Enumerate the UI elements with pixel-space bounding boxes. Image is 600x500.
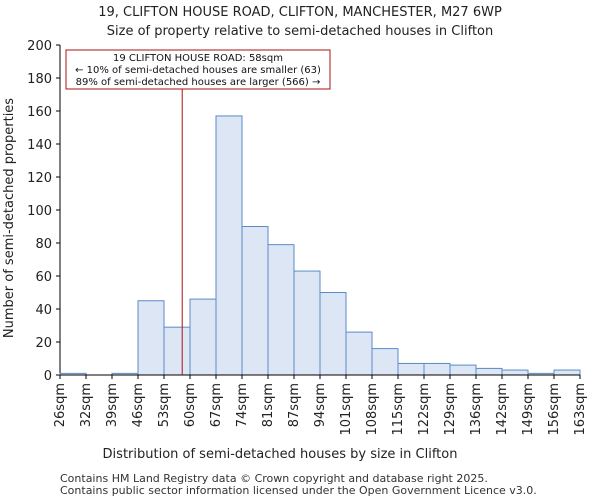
- y-tick-label: 140: [27, 138, 52, 153]
- footer-line-1: Contains HM Land Registry data © Crown c…: [60, 472, 488, 485]
- x-tick-label: 26sqm: [53, 383, 68, 427]
- bar-53sqm: [163, 326, 191, 376]
- y-tick-label: 180: [27, 72, 52, 87]
- x-tick-label: 87sqm: [287, 383, 302, 427]
- x-tick-label: 101sqm: [339, 383, 354, 436]
- bar-74sqm: [241, 226, 269, 376]
- y-tick-label: 120: [27, 171, 52, 186]
- x-tick-label: 81sqm: [261, 383, 276, 427]
- x-tick-label: 156sqm: [547, 383, 562, 436]
- x-tick-label: 74sqm: [235, 383, 250, 427]
- y-tick-label: 0: [44, 369, 52, 384]
- bar-81sqm: [267, 244, 295, 376]
- x-tick-label: 32sqm: [79, 383, 94, 427]
- y-tick-label: 80: [35, 237, 52, 252]
- x-tick-label: 39sqm: [105, 383, 120, 427]
- bar-115sqm: [397, 362, 425, 376]
- x-tick-label: 163sqm: [573, 383, 588, 436]
- x-tick-label: 149sqm: [521, 383, 536, 436]
- x-tick-label: 115sqm: [391, 383, 406, 436]
- bar-156sqm: [553, 369, 581, 376]
- y-tick-label: 200: [27, 39, 52, 54]
- bar-136sqm: [475, 367, 503, 376]
- bar-108sqm: [371, 348, 399, 376]
- bar-87sqm: [293, 270, 321, 376]
- x-tick-label: 94sqm: [313, 383, 328, 427]
- bar-94sqm: [319, 292, 347, 376]
- bars-group: [59, 115, 581, 376]
- x-axis-label: Distribution of semi-detached houses by …: [103, 447, 458, 462]
- annotation-border: [65, 49, 331, 90]
- bar-60sqm: [189, 298, 217, 376]
- x-tick-label: 46sqm: [131, 383, 146, 427]
- x-tick-label: 122sqm: [417, 383, 432, 436]
- x-tick-label: 129sqm: [443, 383, 458, 436]
- bar-142sqm: [501, 369, 529, 376]
- y-tick-label: 60: [35, 270, 52, 285]
- x-tick-label: 67sqm: [209, 383, 224, 427]
- footer-line-2: Contains public sector information licen…: [60, 484, 537, 497]
- bar-67sqm: [215, 115, 243, 376]
- x-tick-label: 136sqm: [469, 383, 484, 436]
- y-tick-label: 100: [27, 204, 52, 219]
- y-tick-label: 160: [27, 105, 52, 120]
- x-tick-label: 108sqm: [365, 383, 380, 436]
- chart-subtitle: Size of property relative to semi-detach…: [107, 24, 493, 39]
- annotation-box: 19 CLIFTON HOUSE ROAD: 58sqm ← 10% of se…: [65, 49, 331, 90]
- x-tick-label: 142sqm: [495, 383, 510, 436]
- annotation-line-3: 89% of semi-detached houses are larger (…: [76, 77, 321, 88]
- x-tick-label: 53sqm: [157, 383, 172, 427]
- annotation-line-1: 19 CLIFTON HOUSE ROAD: 58sqm: [113, 53, 283, 64]
- bar-101sqm: [345, 331, 373, 376]
- bar-129sqm: [449, 364, 477, 376]
- x-tick-label: 60sqm: [183, 383, 198, 427]
- chart-title: 19, CLIFTON HOUSE ROAD, CLIFTON, MANCHES…: [98, 5, 502, 20]
- y-tick-label: 20: [35, 336, 52, 351]
- y-tick-label: 40: [35, 303, 52, 318]
- bar-46sqm: [137, 300, 165, 376]
- bar-122sqm: [423, 362, 451, 376]
- x-axis: 26sqm 32sqm 39sqm 46sqm 53sqm 60sqm 67sqm 74sqm…: [53, 374, 588, 436]
- y-axis: 0 20 40 60 80 100 120 140 160 180 200: [27, 39, 61, 384]
- y-axis-label: Number of semi-detached properties: [2, 98, 17, 338]
- annotation-line-2: ← 10% of semi-detached houses are smalle…: [75, 65, 321, 76]
